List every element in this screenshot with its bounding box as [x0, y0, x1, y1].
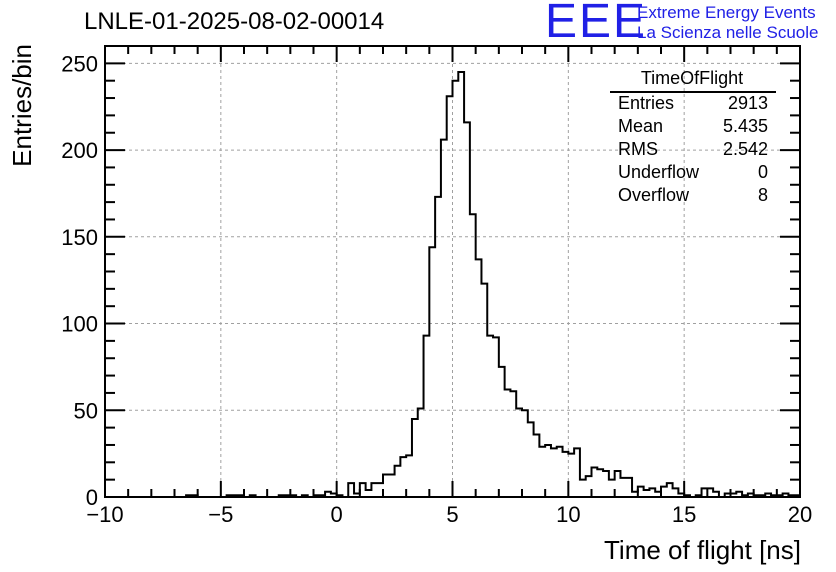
stats-row-underflow: Underflow 0: [618, 162, 768, 184]
x-tick-label: 10: [556, 502, 580, 527]
x-axis-label: Time of flight [ns]: [604, 535, 801, 565]
stats-label: RMS: [618, 139, 658, 159]
x-tick-label: 0: [331, 502, 343, 527]
x-tick-label: 15: [672, 502, 696, 527]
x-tick-label: 5: [446, 502, 458, 527]
logo-caption-line2: La Scienza nelle Scuole: [637, 23, 819, 42]
stats-value: 5.435: [722, 116, 768, 136]
stats-box: TimeOfFlight Entries 2913 Mean 5.435 RMS…: [608, 66, 776, 206]
eee-logo: EEE: [545, 0, 648, 48]
stats-row-overflow: Overflow 8: [618, 185, 768, 207]
y-tick-label: 200: [61, 138, 98, 163]
y-tick-label: 150: [61, 225, 98, 250]
stats-title: TimeOfFlight: [640, 68, 744, 88]
stats-label: Overflow: [618, 185, 690, 205]
stats-value: 2913: [727, 93, 768, 113]
y-tick-labels: 0 50 100 150 200 250: [61, 51, 98, 510]
x-tick-labels: −10 −5 0 5 10 15 20: [86, 502, 812, 527]
y-tick-label: 250: [61, 51, 98, 76]
y-tick-label: 0: [86, 485, 98, 510]
x-tick-label: −5: [208, 502, 233, 527]
y-axis-label: Entries/bin: [7, 44, 37, 167]
stats-divider: [610, 91, 776, 93]
stats-value: 8: [757, 185, 768, 205]
y-tick-label: 100: [61, 312, 98, 337]
stats-label: Entries: [618, 93, 675, 113]
stats-row-rms: RMS 2.542: [618, 139, 768, 161]
x-tick-label: 20: [788, 502, 812, 527]
stats-label: Mean: [618, 116, 664, 136]
stats-row-mean: Mean 5.435: [618, 116, 768, 138]
stats-value: 0: [757, 162, 768, 182]
stats-label: Underflow: [618, 162, 700, 182]
y-tick-label: 50: [74, 398, 98, 423]
x-tick-label: −10: [86, 502, 123, 527]
axis-ticks: [104, 45, 801, 498]
stats-row-entries: Entries 2913: [618, 93, 768, 115]
stats-value: 2.542: [722, 139, 768, 159]
logo-caption-line1: Extreme Energy Events: [637, 3, 816, 22]
chart-title: LNLE-01-2025-08-02-00014: [84, 8, 385, 35]
